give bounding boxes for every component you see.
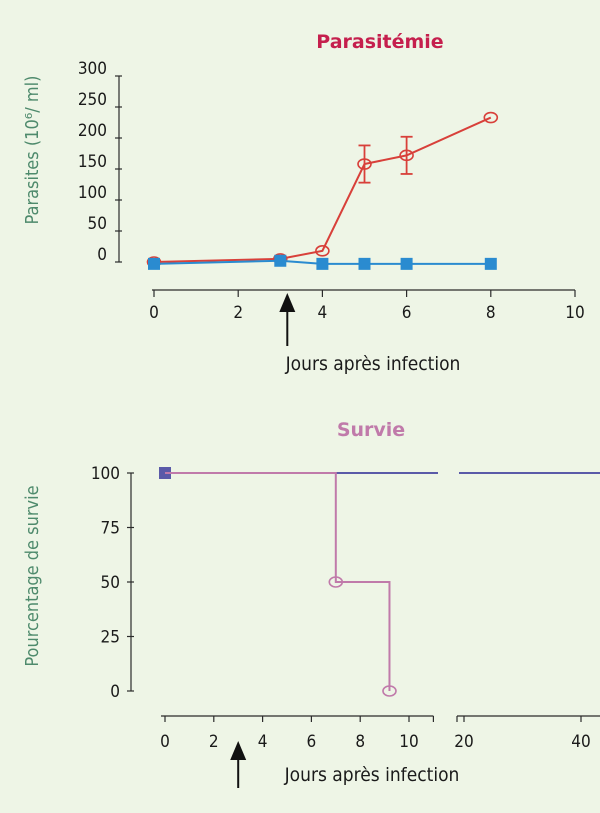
data-point <box>148 257 160 270</box>
x-tick-label: 10 <box>565 303 584 323</box>
y-tick-label: 25 <box>101 628 120 648</box>
x-tick-label: 40 <box>571 732 590 752</box>
data-point <box>483 111 499 124</box>
infection-day-arrow <box>279 293 296 346</box>
y-tick-label: 150 <box>78 152 107 172</box>
y-tick-label: 0 <box>110 682 120 702</box>
y-tick-label: 50 <box>101 573 120 593</box>
x-tick-label: 10 <box>399 732 418 752</box>
x-tick-label: 4 <box>318 303 328 323</box>
series-2 <box>148 254 497 270</box>
parasitemia-title: Parasitémie <box>316 31 443 53</box>
data-point <box>358 257 371 270</box>
y-tick-label: 0 <box>97 245 107 265</box>
data-point <box>357 158 372 170</box>
series-1 <box>146 111 499 268</box>
y-tick-label: 300 <box>78 59 107 79</box>
y-tick-label: 100 <box>78 183 107 203</box>
y-tick-label: 250 <box>78 90 107 110</box>
x-tick-label: 0 <box>160 732 170 752</box>
series-line <box>153 116 492 263</box>
x-tick-label: 6 <box>307 732 317 752</box>
data-point <box>400 257 413 270</box>
series-line <box>153 259 491 265</box>
data-point <box>316 257 329 270</box>
survival-y-axis-label: Pourcentage de survie <box>22 485 43 666</box>
x-tick-label: 4 <box>258 732 268 752</box>
arrow-head <box>279 293 296 312</box>
y-tick-label: 75 <box>101 519 120 539</box>
y-tick-label: 50 <box>88 214 107 234</box>
y-tick-label: 200 <box>78 121 107 141</box>
x-tick-label: 2 <box>209 732 219 752</box>
x-tick-label: 8 <box>486 303 496 323</box>
x-tick-label: 20 <box>454 732 473 752</box>
arrow-head <box>230 741 247 760</box>
y-tick-label: 100 <box>91 464 120 484</box>
data-point <box>382 685 397 697</box>
data-point <box>399 149 414 162</box>
data-point <box>328 576 344 588</box>
survival-chart: Survie Pourcentage de survie Jours après… <box>22 419 600 788</box>
x-tick-label: 0 <box>149 303 159 323</box>
parasitemia-x-axis-label: Jours après infection <box>285 353 461 375</box>
parasitemia-chart: Parasitémie Parasites (10⁶/ ml) Jours ap… <box>22 31 585 375</box>
survival-series-2 <box>165 472 397 697</box>
data-point <box>315 245 330 257</box>
data-point <box>484 257 497 270</box>
x-tick-label: 2 <box>233 303 243 323</box>
x-tick-label: 8 <box>355 732 365 752</box>
survival-x-axis-label: Jours après infection <box>284 764 460 786</box>
survival-step-line <box>165 472 391 691</box>
x-tick-label: 6 <box>402 303 412 323</box>
survival-title: Survie <box>337 419 405 441</box>
data-point <box>274 254 287 267</box>
parasitemia-y-axis-label: Parasites (10⁶/ ml) <box>22 76 43 225</box>
infection-day-arrow <box>230 741 247 788</box>
